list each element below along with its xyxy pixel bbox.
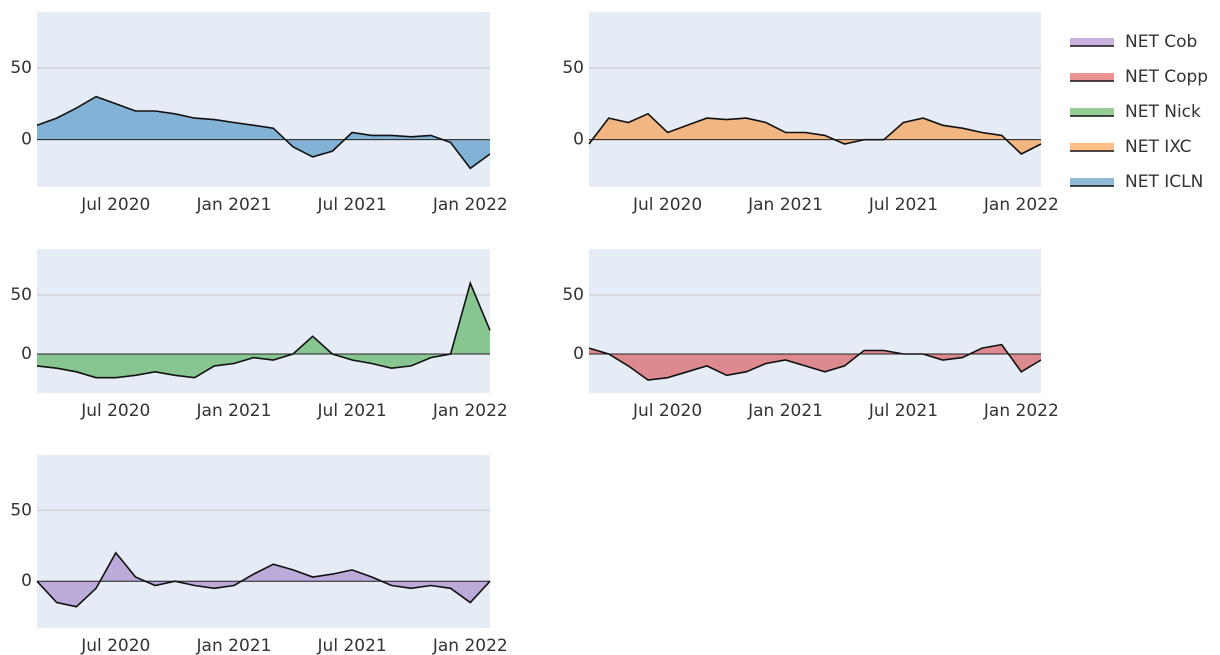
x-tick-label: Jan 2022 xyxy=(432,636,508,655)
y-tick-label: 0 xyxy=(573,344,584,364)
plot-area xyxy=(589,12,1041,187)
series-line xyxy=(36,280,491,379)
x-tick-label: Jul 2020 xyxy=(632,401,702,421)
y-tick-label: 0 xyxy=(21,344,32,364)
legend-label: NET Copp xyxy=(1125,67,1208,87)
y-tick-label: 0 xyxy=(21,571,32,591)
legend-label: NET IXC xyxy=(1125,137,1192,157)
series-line xyxy=(36,551,491,608)
x-tick-label: Jul 2021 xyxy=(317,401,387,421)
legend-label: NET Cob xyxy=(1125,32,1197,52)
area-fill xyxy=(589,113,1041,154)
x-tick-label: Jan 2022 xyxy=(432,401,508,421)
x-tick-label: Jan 2021 xyxy=(196,636,272,655)
legend-label: NET Nick xyxy=(1125,102,1201,122)
y-tick-label: 0 xyxy=(573,130,584,150)
x-tick-label: Jan 2022 xyxy=(983,195,1059,215)
y-tick-label: 50 xyxy=(562,285,584,305)
legend-label: NET ICLN xyxy=(1125,172,1203,192)
area-fill xyxy=(37,552,490,607)
plot-area xyxy=(37,455,490,628)
x-tick-label: Jul 2021 xyxy=(868,195,938,215)
x-tick-label: Jul 2021 xyxy=(868,401,938,421)
area-fill xyxy=(589,344,1041,380)
y-tick-label: 0 xyxy=(21,130,32,150)
x-tick-label: Jul 2020 xyxy=(80,195,150,215)
x-tick-label: Jan 2021 xyxy=(196,195,272,215)
x-tick-label: Jan 2021 xyxy=(747,401,823,421)
x-tick-label: Jan 2021 xyxy=(747,195,823,215)
plot-area xyxy=(37,12,490,187)
series-line xyxy=(588,112,1042,155)
x-tick-label: Jul 2021 xyxy=(317,636,387,655)
y-tick-label: 50 xyxy=(10,58,32,78)
x-tick-label: Jan 2022 xyxy=(983,401,1059,421)
series-line xyxy=(36,95,491,170)
y-tick-label: 50 xyxy=(10,500,32,520)
y-tick-label: 50 xyxy=(562,58,584,78)
x-tick-label: Jan 2022 xyxy=(432,195,508,215)
x-tick-label: Jan 2021 xyxy=(196,401,272,421)
x-tick-label: Jul 2020 xyxy=(632,195,702,215)
series-line xyxy=(588,343,1042,381)
y-tick-label: 50 xyxy=(10,285,32,305)
x-tick-label: Jul 2020 xyxy=(80,636,150,655)
area-fill xyxy=(37,96,490,169)
x-tick-label: Jul 2020 xyxy=(80,401,150,421)
x-tick-label: Jul 2021 xyxy=(317,195,387,215)
